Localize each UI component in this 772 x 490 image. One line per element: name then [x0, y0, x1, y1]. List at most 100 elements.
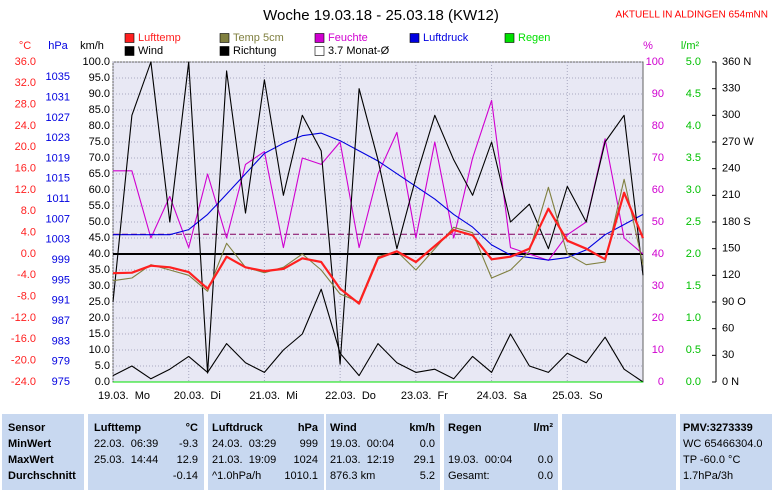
table-cell: 0.0	[420, 438, 435, 450]
y-tick-label: 32.0	[15, 77, 36, 89]
table-header: °C	[186, 422, 198, 434]
table-panel	[88, 414, 204, 490]
y-tick-label: 0.0	[686, 376, 701, 388]
y-tick-label: 1031	[46, 91, 70, 103]
legend-label: 3.7 Monat-Ø	[328, 45, 390, 57]
y-tick-label: 35.0	[89, 264, 110, 276]
y-tick-label: 210	[722, 189, 740, 201]
y-tick-label: 0.5	[686, 344, 701, 356]
table-cell: 999	[300, 438, 318, 450]
table-header: Luftdruck	[212, 422, 264, 434]
y-tick-label: 55.0	[89, 200, 110, 212]
y-tick-label: 20	[652, 312, 664, 324]
y-tick-label: 10	[652, 344, 664, 356]
legend-swatch	[504, 33, 515, 43]
x-tick-label: 23.03. Fr	[401, 390, 448, 402]
y-tick-label: 1003	[46, 234, 70, 246]
y-tick-label: 270 W	[722, 136, 754, 148]
y-tick-label: 330	[722, 83, 740, 95]
axis-unit: km/h	[80, 40, 104, 52]
legend-swatch	[409, 33, 420, 43]
y-tick-label: 995	[52, 274, 70, 286]
table-panel	[2, 414, 84, 490]
table-cell: 1010.1	[284, 470, 318, 482]
table-cell: 0.0	[538, 454, 553, 466]
x-tick-label: 22.03. Do	[325, 390, 376, 402]
table-cell: 1024	[294, 454, 318, 466]
legend-swatch	[219, 46, 230, 56]
table-cell: 19.03. 00:04	[330, 438, 394, 450]
y-tick-label: 60	[652, 184, 664, 196]
axis-unit: l/m²	[681, 40, 700, 52]
table-header: Sensor	[8, 422, 46, 434]
y-tick-label: 20.0	[15, 141, 36, 153]
legend-label: Regen	[518, 32, 550, 44]
y-tick-label: -16.0	[11, 333, 36, 345]
series-line	[113, 99, 644, 261]
series-line	[112, 61, 644, 374]
table-cell: 19.03. 00:04	[448, 454, 512, 466]
chart-title: Woche 19.03.18 - 25.03.18 (KW12)	[263, 7, 499, 24]
table-header: Lufttemp	[94, 422, 141, 434]
y-tick-label: 36.0	[15, 56, 36, 68]
axis-unit: °C	[19, 40, 31, 52]
y-tick-label: 1.0	[686, 312, 701, 324]
x-tick-label: 24.03. Sa	[477, 390, 528, 402]
y-tick-label: 85.0	[89, 104, 110, 116]
y-tick-label: -12.0	[11, 312, 36, 324]
y-tick-label: 360 N	[722, 56, 751, 68]
legend-swatch	[124, 33, 135, 43]
table-cell: Durchschnitt	[8, 470, 76, 482]
axis-unit: %	[643, 40, 653, 52]
y-tick-label: 991	[52, 295, 70, 307]
table-cell: -9.3	[179, 438, 198, 450]
y-tick-label: -24.0	[11, 376, 36, 388]
y-tick-label: 2.5	[686, 216, 701, 228]
y-tick-label: 30	[652, 280, 664, 292]
y-tick-label: -20.0	[11, 355, 36, 367]
y-tick-label: -4.0	[17, 269, 36, 281]
y-tick-label: 4.0	[21, 227, 36, 239]
legend-swatch	[124, 46, 135, 56]
y-tick-label: 20.0	[89, 312, 110, 324]
table-cell: 5.2	[420, 470, 435, 482]
y-tick-label: 50	[652, 216, 664, 228]
table-panel	[680, 414, 772, 490]
series-line	[112, 178, 644, 303]
x-tick-label: 19.03. Mo	[98, 390, 150, 402]
y-tick-label: 45.0	[89, 232, 110, 244]
table-panel	[444, 414, 558, 490]
y-tick-label: 150	[722, 243, 740, 255]
y-tick-label: 979	[52, 356, 70, 368]
table-cell: 21.03. 12:19	[330, 454, 394, 466]
y-tick-label: 60.0	[89, 184, 110, 196]
table-cell: TP -60.0 °C	[683, 454, 740, 466]
table-panel	[562, 414, 676, 490]
y-tick-label: 2.0	[686, 248, 701, 260]
y-tick-label: 50.0	[89, 216, 110, 228]
y-tick-label: 4.5	[686, 88, 701, 100]
y-tick-label: 30.0	[89, 280, 110, 292]
y-tick-label: 0.0	[21, 248, 36, 260]
y-tick-label: 1015	[46, 173, 70, 185]
table-cell: 0.0	[538, 470, 553, 482]
table-header: km/h	[409, 422, 435, 434]
legend-swatch	[314, 46, 325, 56]
series-line	[112, 288, 644, 383]
y-tick-label: 120	[722, 269, 740, 281]
table-header: Wind	[330, 422, 357, 434]
y-tick-label: 1035	[46, 71, 70, 83]
y-tick-label: 65.0	[89, 168, 110, 180]
y-tick-label: 90	[652, 88, 664, 100]
y-tick-label: 987	[52, 315, 70, 327]
y-tick-label: 70.0	[89, 152, 110, 164]
y-tick-label: 80.0	[89, 120, 110, 132]
axis-unit: hPa	[48, 40, 68, 52]
table-cell: 29.1	[414, 454, 435, 466]
y-tick-label: 1011	[46, 193, 70, 205]
x-tick-label: 25.03. So	[552, 390, 602, 402]
y-tick-label: 0.0	[95, 376, 110, 388]
y-tick-label: 10.0	[89, 344, 110, 356]
y-tick-label: 1019	[46, 152, 70, 164]
